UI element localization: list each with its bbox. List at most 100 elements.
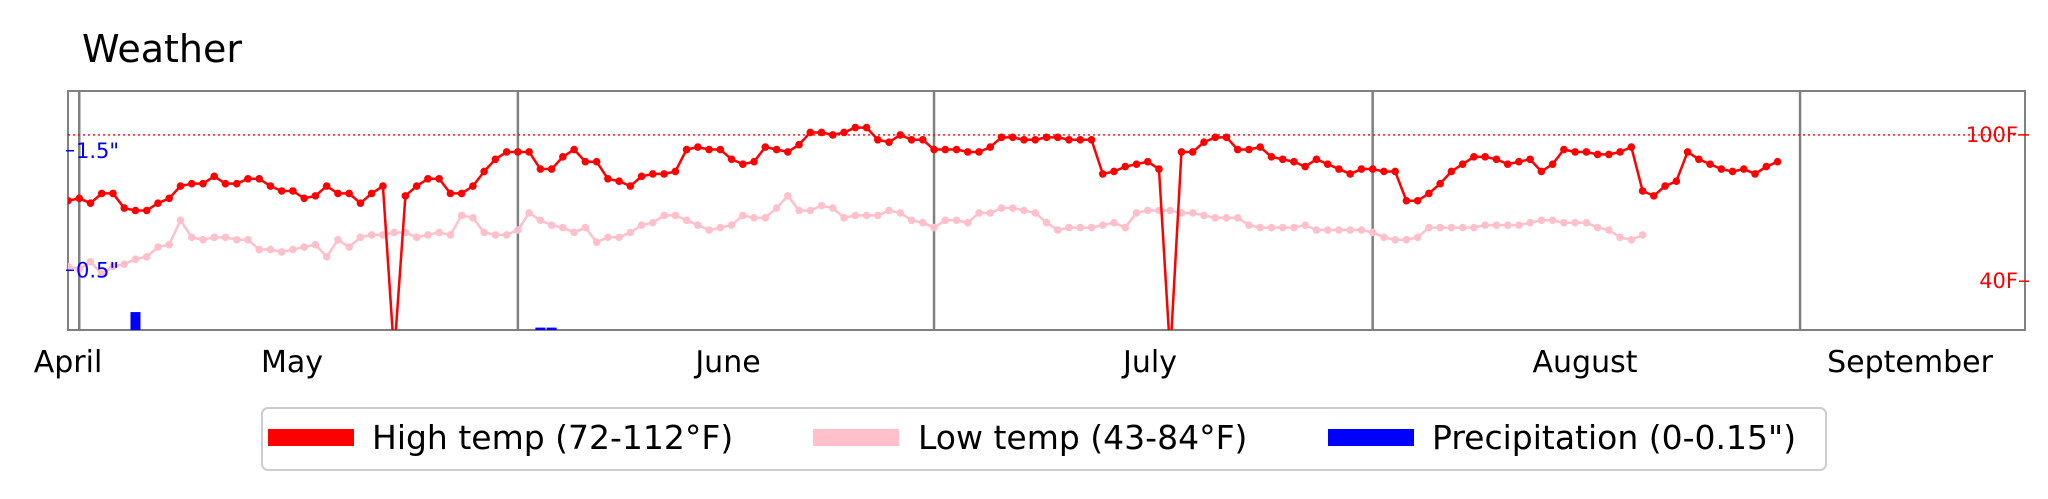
high-temp-point-131: [1537, 167, 1546, 176]
high-temp-point-77: [930, 145, 938, 154]
high-temp-point-10: [176, 182, 185, 190]
low-temp-point-5: [120, 260, 129, 268]
high-temp-point-28: [379, 182, 387, 190]
high-temp-point-38: [491, 155, 500, 164]
low-temp-point-0: [68, 262, 72, 271]
low-temp-point-95: [1132, 209, 1141, 217]
low-temp-point-2: [86, 257, 95, 266]
high-temp-point-96: [1143, 157, 1152, 166]
high-temp-point-88: [1053, 133, 1062, 142]
high-temp-point-111: [1312, 155, 1321, 164]
high-temp-point-5: [120, 204, 129, 212]
low-temp-point-56: [694, 221, 702, 229]
high-temp-point-25: [345, 189, 353, 198]
low-temp-point-25: [345, 243, 353, 251]
low-temp-point-61: [750, 214, 758, 222]
low-temp-point-1: [75, 265, 84, 273]
high-temp-point-69: [840, 128, 848, 137]
high-temp-point-15: [232, 179, 241, 188]
low-temp-point-55: [682, 216, 691, 225]
month-label-1: May: [261, 345, 323, 380]
low-temp-point-105: [1245, 221, 1253, 229]
high-temp-point-97: [1155, 165, 1163, 173]
low-temp-point-53: [660, 211, 668, 220]
high-temp-point-141: [1650, 192, 1658, 200]
low-temp-point-88: [1053, 226, 1062, 234]
high-temp-point-18: [266, 182, 275, 190]
high-temp-point-92: [1098, 170, 1107, 178]
low-temp-point-67: [817, 201, 826, 210]
high-temp-point-135: [1582, 148, 1591, 156]
low-temp-point-111: [1312, 226, 1321, 234]
high-temp-point-123: [1447, 167, 1456, 176]
low-temp-point-15: [232, 235, 241, 244]
low-temp-point-83: [997, 204, 1006, 212]
high-temp-point-68: [829, 131, 837, 139]
low-temp-point-65: [795, 206, 803, 215]
low-temp-point-81: [975, 209, 983, 217]
high-temp-point-33: [435, 174, 443, 183]
high-temp-point-42: [536, 165, 545, 173]
plot-area: [67, 90, 2026, 331]
high-temp-point-24: [334, 189, 342, 198]
low-temp-point-138: [1616, 233, 1624, 242]
month-label-3: July: [1121, 345, 1177, 380]
high-temp-point-19: [277, 187, 286, 195]
low-temp-point-92: [1098, 221, 1107, 229]
low-temp-point-36: [469, 214, 477, 222]
precip-bar-2: [546, 327, 557, 330]
high-temp-point-57: [705, 145, 713, 154]
legend-label-low: Low temp (43-84°F): [918, 418, 1247, 457]
high-temp-point-119: [1402, 196, 1411, 205]
low-temp-point-31: [412, 233, 421, 242]
high-temp-point-112: [1323, 160, 1332, 168]
low-temp-point-13: [210, 233, 219, 242]
high-temp-point-64: [784, 148, 792, 156]
low-temp-point-52: [649, 218, 657, 227]
low-temp-point-32: [424, 231, 432, 239]
high-temp-point-121: [1425, 189, 1433, 198]
legend-label-precip: Precipitation (0-0.15"): [1432, 418, 1796, 457]
low-temp-point-57: [705, 226, 713, 234]
low-temp-point-59: [727, 221, 736, 229]
low-temp-point-4: [109, 262, 117, 271]
legend-swatch-high: [268, 429, 354, 446]
low-temp-line: [68, 194, 1644, 276]
high-temp-point-132: [1548, 160, 1557, 168]
low-temp-point-24: [334, 235, 342, 244]
high-temp-point-9: [165, 194, 174, 203]
high-temp-point-144: [1683, 148, 1692, 156]
low-temp-point-137: [1605, 226, 1613, 234]
high-temp-point-124: [1458, 160, 1467, 168]
low-temp-point-96: [1143, 206, 1152, 215]
low-temp-point-48: [604, 233, 612, 242]
high-temp-point-30: [401, 192, 410, 200]
low-temp-point-113: [1335, 226, 1343, 234]
high-temp-point-31: [412, 182, 421, 190]
high-temp-point-74: [896, 131, 905, 139]
high-temp-point-90: [1076, 135, 1085, 144]
high-temp-point-59: [727, 155, 736, 164]
low-temp-point-139: [1627, 235, 1636, 244]
precip-bar-0: [130, 312, 141, 330]
low-temp-point-82: [986, 209, 995, 217]
low-temp-point-33: [435, 228, 443, 237]
low-temp-point-117: [1380, 233, 1388, 242]
month-label-4: August: [1533, 345, 1638, 380]
high-temp-point-100: [1188, 148, 1197, 156]
high-temp-point-45: [570, 145, 578, 154]
high-temp-point-139: [1627, 143, 1636, 151]
high-temp-point-127: [1492, 155, 1501, 164]
low-temp-point-58: [716, 223, 725, 232]
low-temp-point-6: [131, 255, 140, 264]
high-temp-point-67: [817, 128, 826, 137]
high-temp-point-20: [289, 187, 297, 195]
high-temp-point-78: [941, 145, 950, 154]
low-temp-point-70: [851, 211, 860, 220]
high-temp-point-116: [1368, 165, 1377, 173]
low-temp-point-54: [671, 211, 680, 220]
low-temp-point-39: [502, 231, 511, 239]
low-temp-point-69: [840, 214, 848, 222]
high-temp-point-120: [1413, 196, 1422, 205]
high-temp-point-95: [1132, 160, 1141, 168]
